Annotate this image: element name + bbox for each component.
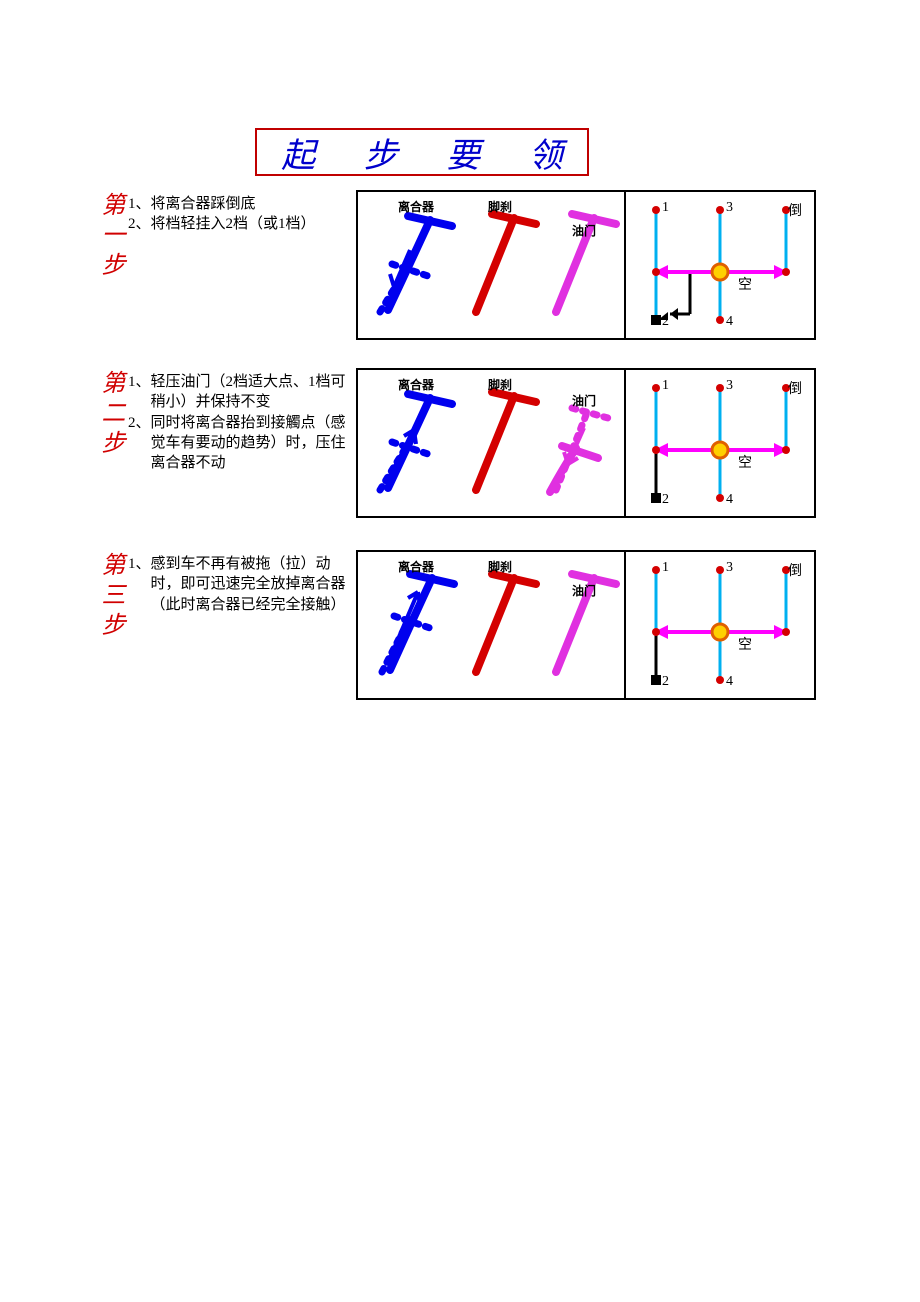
step-label: 第一步 — [100, 190, 128, 340]
pedal-diagram: 离合器 脚刹油门 — [356, 550, 626, 700]
step-text: 1、将离合器踩倒底2、将档轻挂入2档（或1档） — [128, 190, 356, 340]
gear-4-label: 4 — [726, 492, 733, 508]
step-line-text: 轻压油门（2档适大点、1档可稍小）并保持不变 — [151, 372, 352, 413]
gear-4-label: 4 — [726, 314, 733, 330]
clutch-label: 离合器 — [398, 198, 434, 215]
step-line-number: 2、 — [128, 214, 151, 234]
throttle-label: 油门 — [572, 582, 596, 599]
step-text: 1、感到车不再有被拖（拉）动时，即可迅速完全放掉离合器（此时离合器已经完全接触） — [128, 550, 356, 700]
step-row: 第三步1、感到车不再有被拖（拉）动时，即可迅速完全放掉离合器（此时离合器已经完全… — [100, 550, 840, 700]
gear-n-label: 空 — [738, 274, 752, 294]
gear-r-label: 倒 — [788, 560, 802, 580]
step-label: 第二步 — [100, 368, 128, 518]
gear-diagram: 1 3 倒 2 4 空 — [626, 190, 816, 340]
title-box: 起 步 要 领 — [255, 128, 589, 176]
gear-svg — [626, 370, 812, 516]
title-char: 领 — [529, 128, 563, 177]
gear-n-label: 空 — [738, 634, 752, 654]
pedal-diagram: 离合器 脚刹油门 — [356, 368, 626, 518]
gear-diagram: 1 3 倒 2 4 空 — [626, 368, 816, 518]
gear-2-label: 2 — [662, 674, 669, 690]
gear-1-label: 1 — [662, 200, 669, 216]
gear-2-label: 2 — [662, 492, 669, 508]
brake-label: 脚刹 — [488, 198, 512, 215]
gear-n-label: 空 — [738, 452, 752, 472]
step-line-text: 将档轻挂入2档（或1档） — [151, 214, 352, 234]
brake-label: 脚刹 — [488, 376, 512, 393]
title-char: 要 — [446, 128, 480, 177]
gear-svg — [626, 552, 812, 698]
gear-svg — [626, 192, 812, 338]
gear-4-label: 4 — [726, 674, 733, 690]
throttle-label: 油门 — [572, 222, 596, 239]
title-char: 起 — [281, 128, 315, 177]
step-row: 第二步1、轻压油门（2档适大点、1档可稍小）并保持不变2、同时将离合器抬到接觸点… — [100, 368, 840, 518]
gear-1-label: 1 — [662, 560, 669, 576]
gear-1-label: 1 — [662, 378, 669, 394]
title-char: 步 — [364, 128, 398, 177]
gear-diagram: 1 3 倒 2 4 空 — [626, 550, 816, 700]
step-line-text: 感到车不再有被拖（拉）动时，即可迅速完全放掉离合器（此时离合器已经完全接触） — [151, 554, 352, 615]
gear-2-label: 2 — [662, 314, 669, 330]
gear-3-label: 3 — [726, 560, 733, 576]
gear-3-label: 3 — [726, 200, 733, 216]
step-line-number: 1、 — [128, 554, 151, 615]
throttle-label: 油门 — [572, 392, 596, 409]
step-line-number: 2、 — [128, 413, 151, 474]
step-line-number: 1、 — [128, 194, 151, 214]
brake-label: 脚刹 — [488, 558, 512, 575]
clutch-label: 离合器 — [398, 558, 434, 575]
gear-3-label: 3 — [726, 378, 733, 394]
step-line-text: 将离合器踩倒底 — [151, 194, 352, 214]
pedal-diagram: 离合器 脚刹油门 — [356, 190, 626, 340]
step-label: 第三步 — [100, 550, 128, 700]
clutch-label: 离合器 — [398, 376, 434, 393]
step-line-number: 1、 — [128, 372, 151, 413]
step-row: 第一步1、将离合器踩倒底2、将档轻挂入2档（或1档） 离合器 脚刹油门 — [100, 190, 840, 340]
step-text: 1、轻压油门（2档适大点、1档可稍小）并保持不变2、同时将离合器抬到接觸点（感觉… — [128, 368, 356, 518]
gear-r-label: 倒 — [788, 378, 802, 398]
gear-r-label: 倒 — [788, 200, 802, 220]
step-line-text: 同时将离合器抬到接觸点（感觉车有要动的趋势）时，压住离合器不动 — [151, 413, 352, 474]
